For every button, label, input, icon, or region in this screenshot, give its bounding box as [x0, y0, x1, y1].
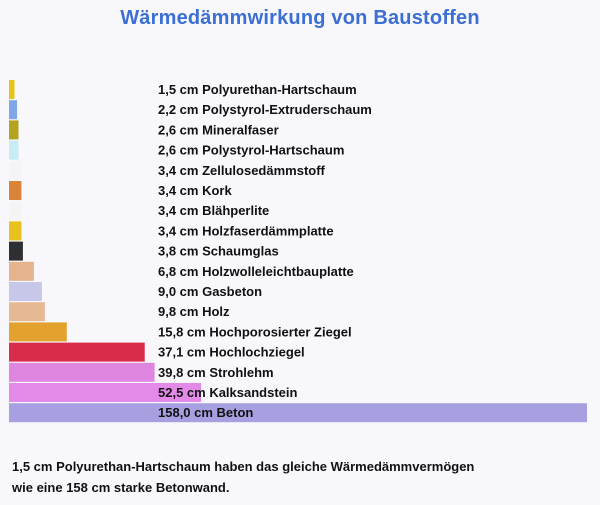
bar-0	[9, 80, 15, 99]
bar-7	[9, 221, 22, 241]
bar-label-5: 3,4 cm Kork	[158, 183, 232, 198]
bar-label-8: 3,8 cm Schaumglas	[158, 244, 279, 259]
bar-14	[9, 362, 155, 382]
bar-label-6: 3,4 cm Blähperlite	[158, 203, 269, 218]
bar-11	[9, 302, 45, 322]
bar-16	[9, 403, 587, 423]
caption-line-2: wie eine 158 cm starke Betonwand.	[12, 480, 230, 495]
bar-label-10: 9,0 cm Gasbeton	[158, 284, 262, 299]
bar-4	[9, 160, 22, 180]
bar-label-12: 15,8 cm Hochporosierter Ziegel	[158, 324, 352, 339]
page-title: Wärmedämmwirkung von Baustoffen	[120, 7, 480, 29]
bar-label-9: 6,8 cm Holzwolleleichtbauplatte	[158, 264, 354, 279]
bar-label-0: 1,5 cm Polyurethan-Hartschaum	[158, 82, 357, 97]
bar-6	[9, 201, 22, 221]
bar-label-3: 2,6 cm Polystyrol-Hartschaum	[158, 143, 344, 158]
bar-9	[9, 261, 34, 281]
bar-label-7: 3,4 cm Holzfaserdämmplatte	[158, 223, 334, 238]
bar-1	[9, 100, 18, 120]
bar-label-11: 9,8 cm Holz	[158, 304, 230, 319]
bar-label-1: 2,2 cm Polystyrol-Extruderschaum	[158, 102, 372, 117]
bar-2	[9, 120, 19, 140]
bar-10	[9, 282, 42, 301]
bar-3	[9, 140, 19, 160]
bar-13	[9, 342, 145, 362]
bar-label-4: 3,4 cm Zellulosedämmstoff	[158, 163, 326, 178]
bar-label-16: 158,0 cm Beton	[158, 405, 253, 420]
bar-12	[9, 322, 67, 342]
bar-label-13: 37,1 cm Hochlochziegel	[158, 345, 305, 360]
bar-label-14: 39,8 cm Strohlehm	[158, 365, 274, 380]
caption: 1,5 cm Polyurethan-Hartschaum haben das …	[12, 456, 592, 498]
bar-label-2: 2,6 cm Mineralfaser	[158, 122, 279, 137]
caption-line-1: 1,5 cm Polyurethan-Hartschaum haben das …	[12, 459, 475, 474]
bar-5	[9, 181, 22, 200]
bar-15	[9, 383, 202, 402]
bar-label-15: 52,5 cm Kalksandstein	[158, 385, 298, 400]
bar-8	[9, 241, 23, 261]
